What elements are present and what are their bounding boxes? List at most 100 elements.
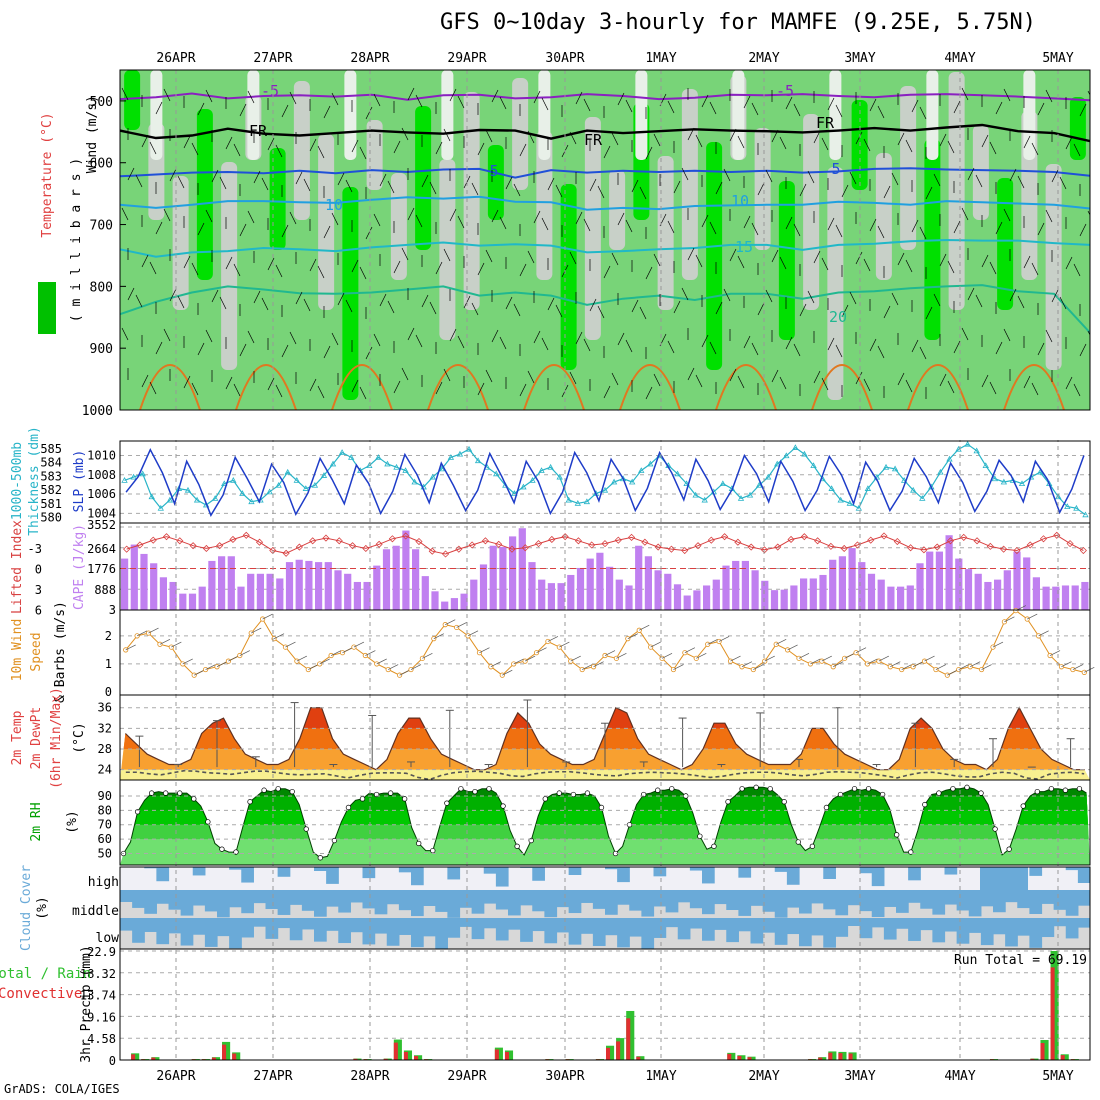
wind-barb-10m [935, 664, 947, 670]
cloud-high-block [689, 867, 703, 871]
wind-barb [611, 252, 619, 266]
thickness-point [184, 486, 192, 493]
wind-barb [981, 374, 989, 388]
thickness-point [320, 472, 328, 478]
lifted-index-point [189, 542, 197, 550]
cloud-high-block [241, 867, 254, 883]
cloud-mid-block [665, 890, 679, 913]
cloud-low-block [774, 918, 788, 945]
wind-barb [645, 146, 653, 160]
wind-barb [135, 294, 143, 308]
rh2m-point [514, 843, 520, 849]
pressure-tick: 600 [90, 157, 113, 172]
wind-barb [457, 95, 465, 109]
wind-barb [127, 167, 135, 181]
wind-barb [863, 258, 871, 272]
wind-barb-10m [433, 633, 444, 639]
cloud-low-block [665, 918, 679, 928]
wind-barb-10m [981, 664, 992, 670]
date-label-bottom: 30APR [545, 1069, 584, 1084]
wind-barb [401, 247, 409, 261]
wind-barb-10m [1027, 613, 1038, 620]
wind-barb [835, 224, 843, 238]
wind-barb [289, 211, 297, 225]
wind-barb-10m [730, 655, 741, 662]
wind-barb [569, 251, 577, 265]
lifted-index-point [1053, 531, 1061, 539]
wind-barb-10m [524, 655, 536, 662]
cape-bar [984, 581, 992, 610]
cloud-high-block [398, 867, 412, 873]
rh-low-patch [247, 70, 260, 160]
cloud-high-block [326, 867, 339, 884]
date-label-top: 27APR [253, 51, 292, 66]
pressure-tick: 700 [90, 219, 113, 234]
li-tick: 6 [35, 604, 42, 618]
lifted-index-point [960, 533, 968, 541]
precip-tick: 4.58 [87, 1032, 116, 1046]
wind-barb [583, 338, 591, 352]
date-label-top: 26APR [156, 51, 195, 66]
cloud-high-block [156, 867, 170, 882]
wind-barb-10m [947, 669, 958, 676]
precip-conv-bar [1050, 967, 1055, 1060]
precip-total-bar [636, 1056, 645, 1060]
wind-barb [197, 342, 205, 356]
warm-isotherm-arc [715, 364, 777, 410]
wind-barb [281, 104, 289, 118]
cloud-mid-block [629, 890, 642, 911]
thickness-point [692, 491, 699, 498]
wind-barb [267, 137, 275, 151]
cloud-low-block [823, 918, 836, 948]
wind-barb [295, 171, 303, 185]
wind-barb [499, 216, 507, 230]
wind-barb [239, 343, 247, 357]
wind-barb [275, 384, 283, 398]
wind-barb [351, 259, 359, 273]
cape-bar [441, 601, 449, 610]
lifted-index-point [667, 545, 676, 553]
wind-barb [1037, 222, 1045, 236]
cape-bar [130, 544, 138, 610]
cloud-low-block [398, 918, 412, 935]
wind-barb-10m [787, 644, 798, 651]
thickness-point [774, 460, 781, 467]
cloud-low-block [520, 918, 533, 942]
wind-barb [743, 215, 751, 229]
cloud-low-block [1041, 918, 1055, 938]
lifted-index-point [402, 532, 410, 540]
precip-tick: 13.74 [80, 989, 116, 1003]
cloud-high-block [702, 867, 715, 884]
rh2m-point [303, 826, 309, 832]
wind-barb [939, 133, 947, 147]
contour-label: 5 [831, 160, 840, 178]
warm-isotherm-arc [619, 364, 681, 410]
thickness-point [792, 444, 799, 450]
thickness-point [347, 454, 355, 460]
thickness-point [1027, 473, 1035, 480]
thickness-point [910, 486, 917, 493]
wind-barb-10m [696, 653, 707, 659]
cloud-mid-block [677, 890, 691, 903]
wind-barb [365, 346, 373, 360]
wind-barb [981, 134, 989, 148]
wind-barb [239, 103, 247, 117]
wind-barb [575, 331, 583, 345]
wind-barb [533, 210, 541, 224]
warm-isotherm-arc [235, 364, 297, 410]
cloud-mid-block [617, 890, 630, 905]
wind-barb [295, 291, 303, 305]
lifted-index-point [548, 535, 556, 544]
thickness-point [284, 468, 291, 475]
cape-bar [412, 549, 420, 610]
cloud-low-block [168, 918, 182, 934]
warm-isotherm-arc [331, 364, 393, 410]
cloud-low-block [277, 918, 291, 929]
rh-low-patch [732, 70, 745, 160]
wind-barb [589, 298, 597, 312]
wind-barb [359, 386, 367, 400]
wind-barb [947, 380, 955, 394]
wind-barb-10m [821, 655, 832, 662]
wind-barb [505, 296, 513, 310]
lifted-index-point [628, 533, 636, 541]
